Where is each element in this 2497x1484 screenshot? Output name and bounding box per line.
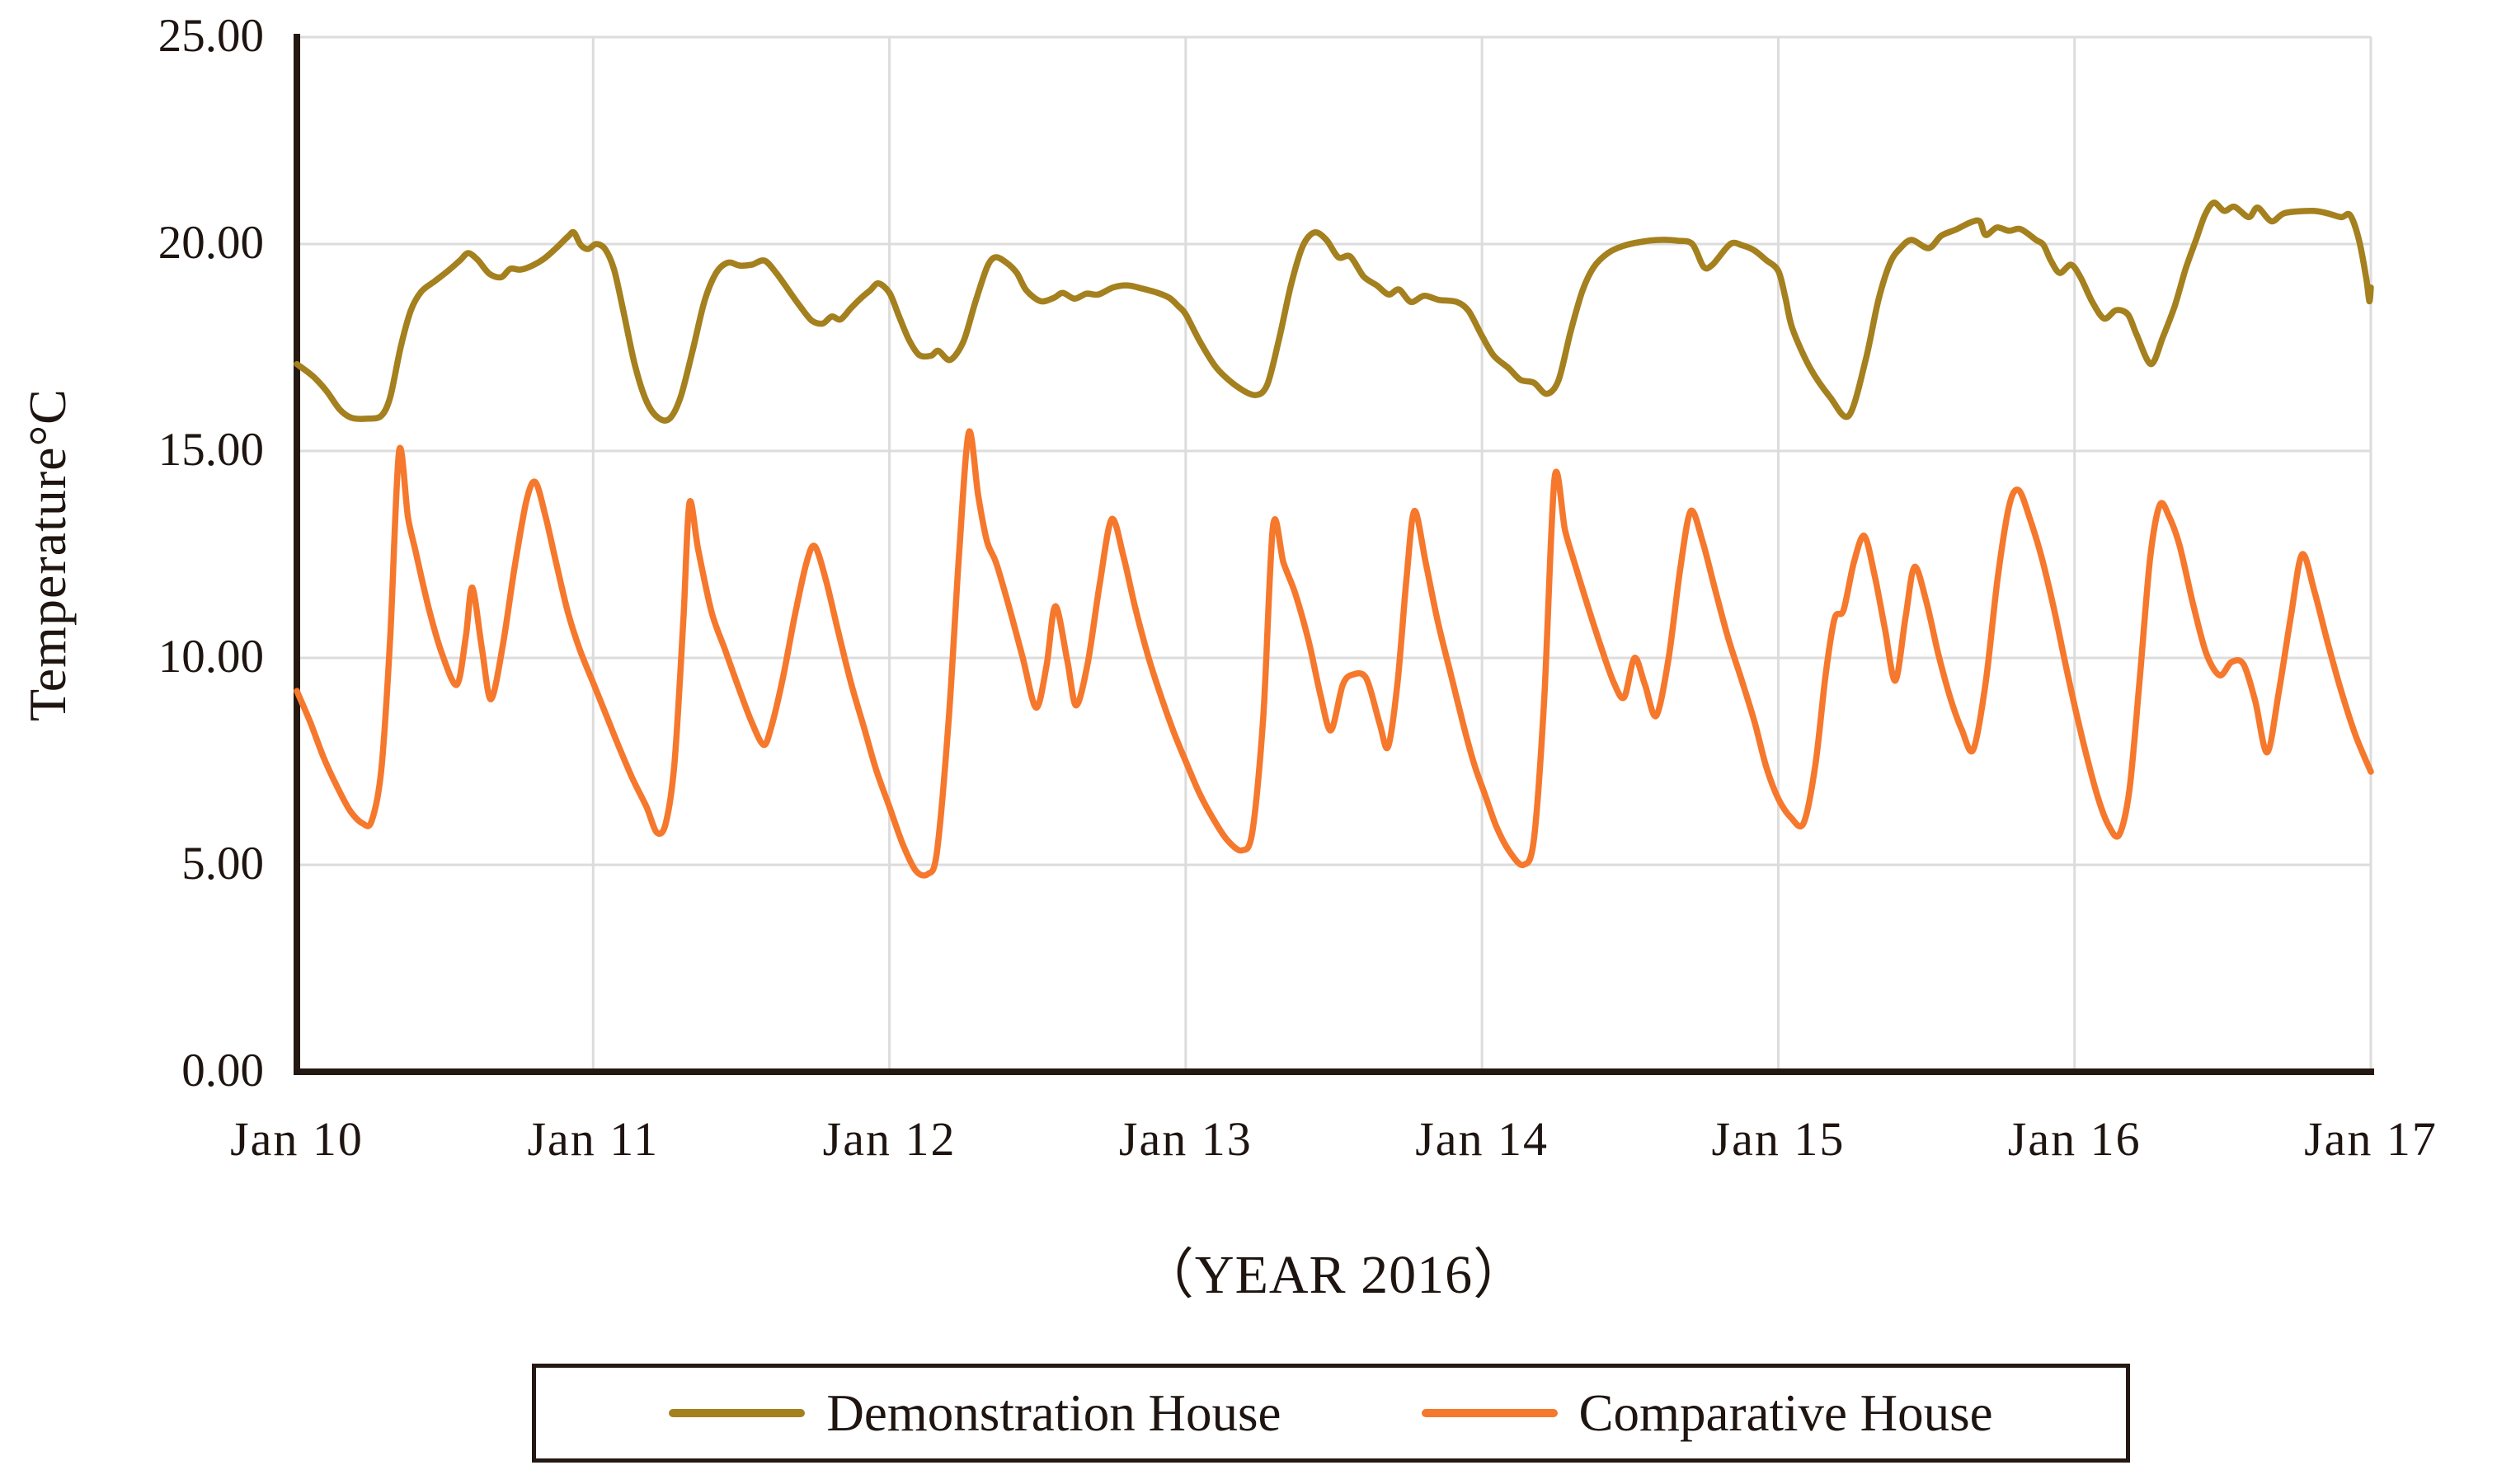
- x-tick-label: Jan 15: [1711, 1112, 1846, 1166]
- legend-label-demonstration-house: Demonstration House: [826, 1383, 1281, 1442]
- x-tick-label: Jan 14: [1415, 1112, 1549, 1166]
- y-tick-label: 20.00: [158, 217, 264, 270]
- y-tick-label: 15.00: [158, 424, 264, 477]
- y-axis-title: Temperature°C: [18, 387, 77, 721]
- x-tick-label: Jan 10: [230, 1112, 364, 1166]
- legend-line-swatch-comparative-house: [1421, 1409, 1558, 1417]
- y-tick-label: 0.00: [181, 1045, 264, 1097]
- series-line-comparative-house: [294, 428, 2374, 879]
- legend-entry-comparative-house[interactable]: Comparative House: [1421, 1383, 1993, 1444]
- x-tick-label: Jan 12: [822, 1112, 957, 1166]
- legend-line-swatch-demonstration-house: [669, 1409, 806, 1417]
- legend-label-comparative-house: Comparative House: [1578, 1383, 1993, 1442]
- x-tick-label: Jan 16: [2007, 1112, 2142, 1166]
- x-tick-label: Jan 17: [2304, 1112, 2438, 1166]
- y-tick-label: 5.00: [181, 838, 264, 890]
- x-tick-label: Jan 13: [1118, 1112, 1253, 1166]
- legend-entry-demonstration-house[interactable]: Demonstration House: [669, 1383, 1281, 1444]
- x-tick-label: Jan 11: [527, 1112, 660, 1166]
- y-tick-label: 10.00: [158, 631, 264, 683]
- legend: Demonstration House Comparative House: [532, 1364, 2130, 1463]
- y-tick-label: 25.00: [158, 10, 264, 63]
- x-axis-caption: （YEAR 2016）: [1139, 1245, 1529, 1305]
- series-line-demonstration-house: [294, 200, 2374, 424]
